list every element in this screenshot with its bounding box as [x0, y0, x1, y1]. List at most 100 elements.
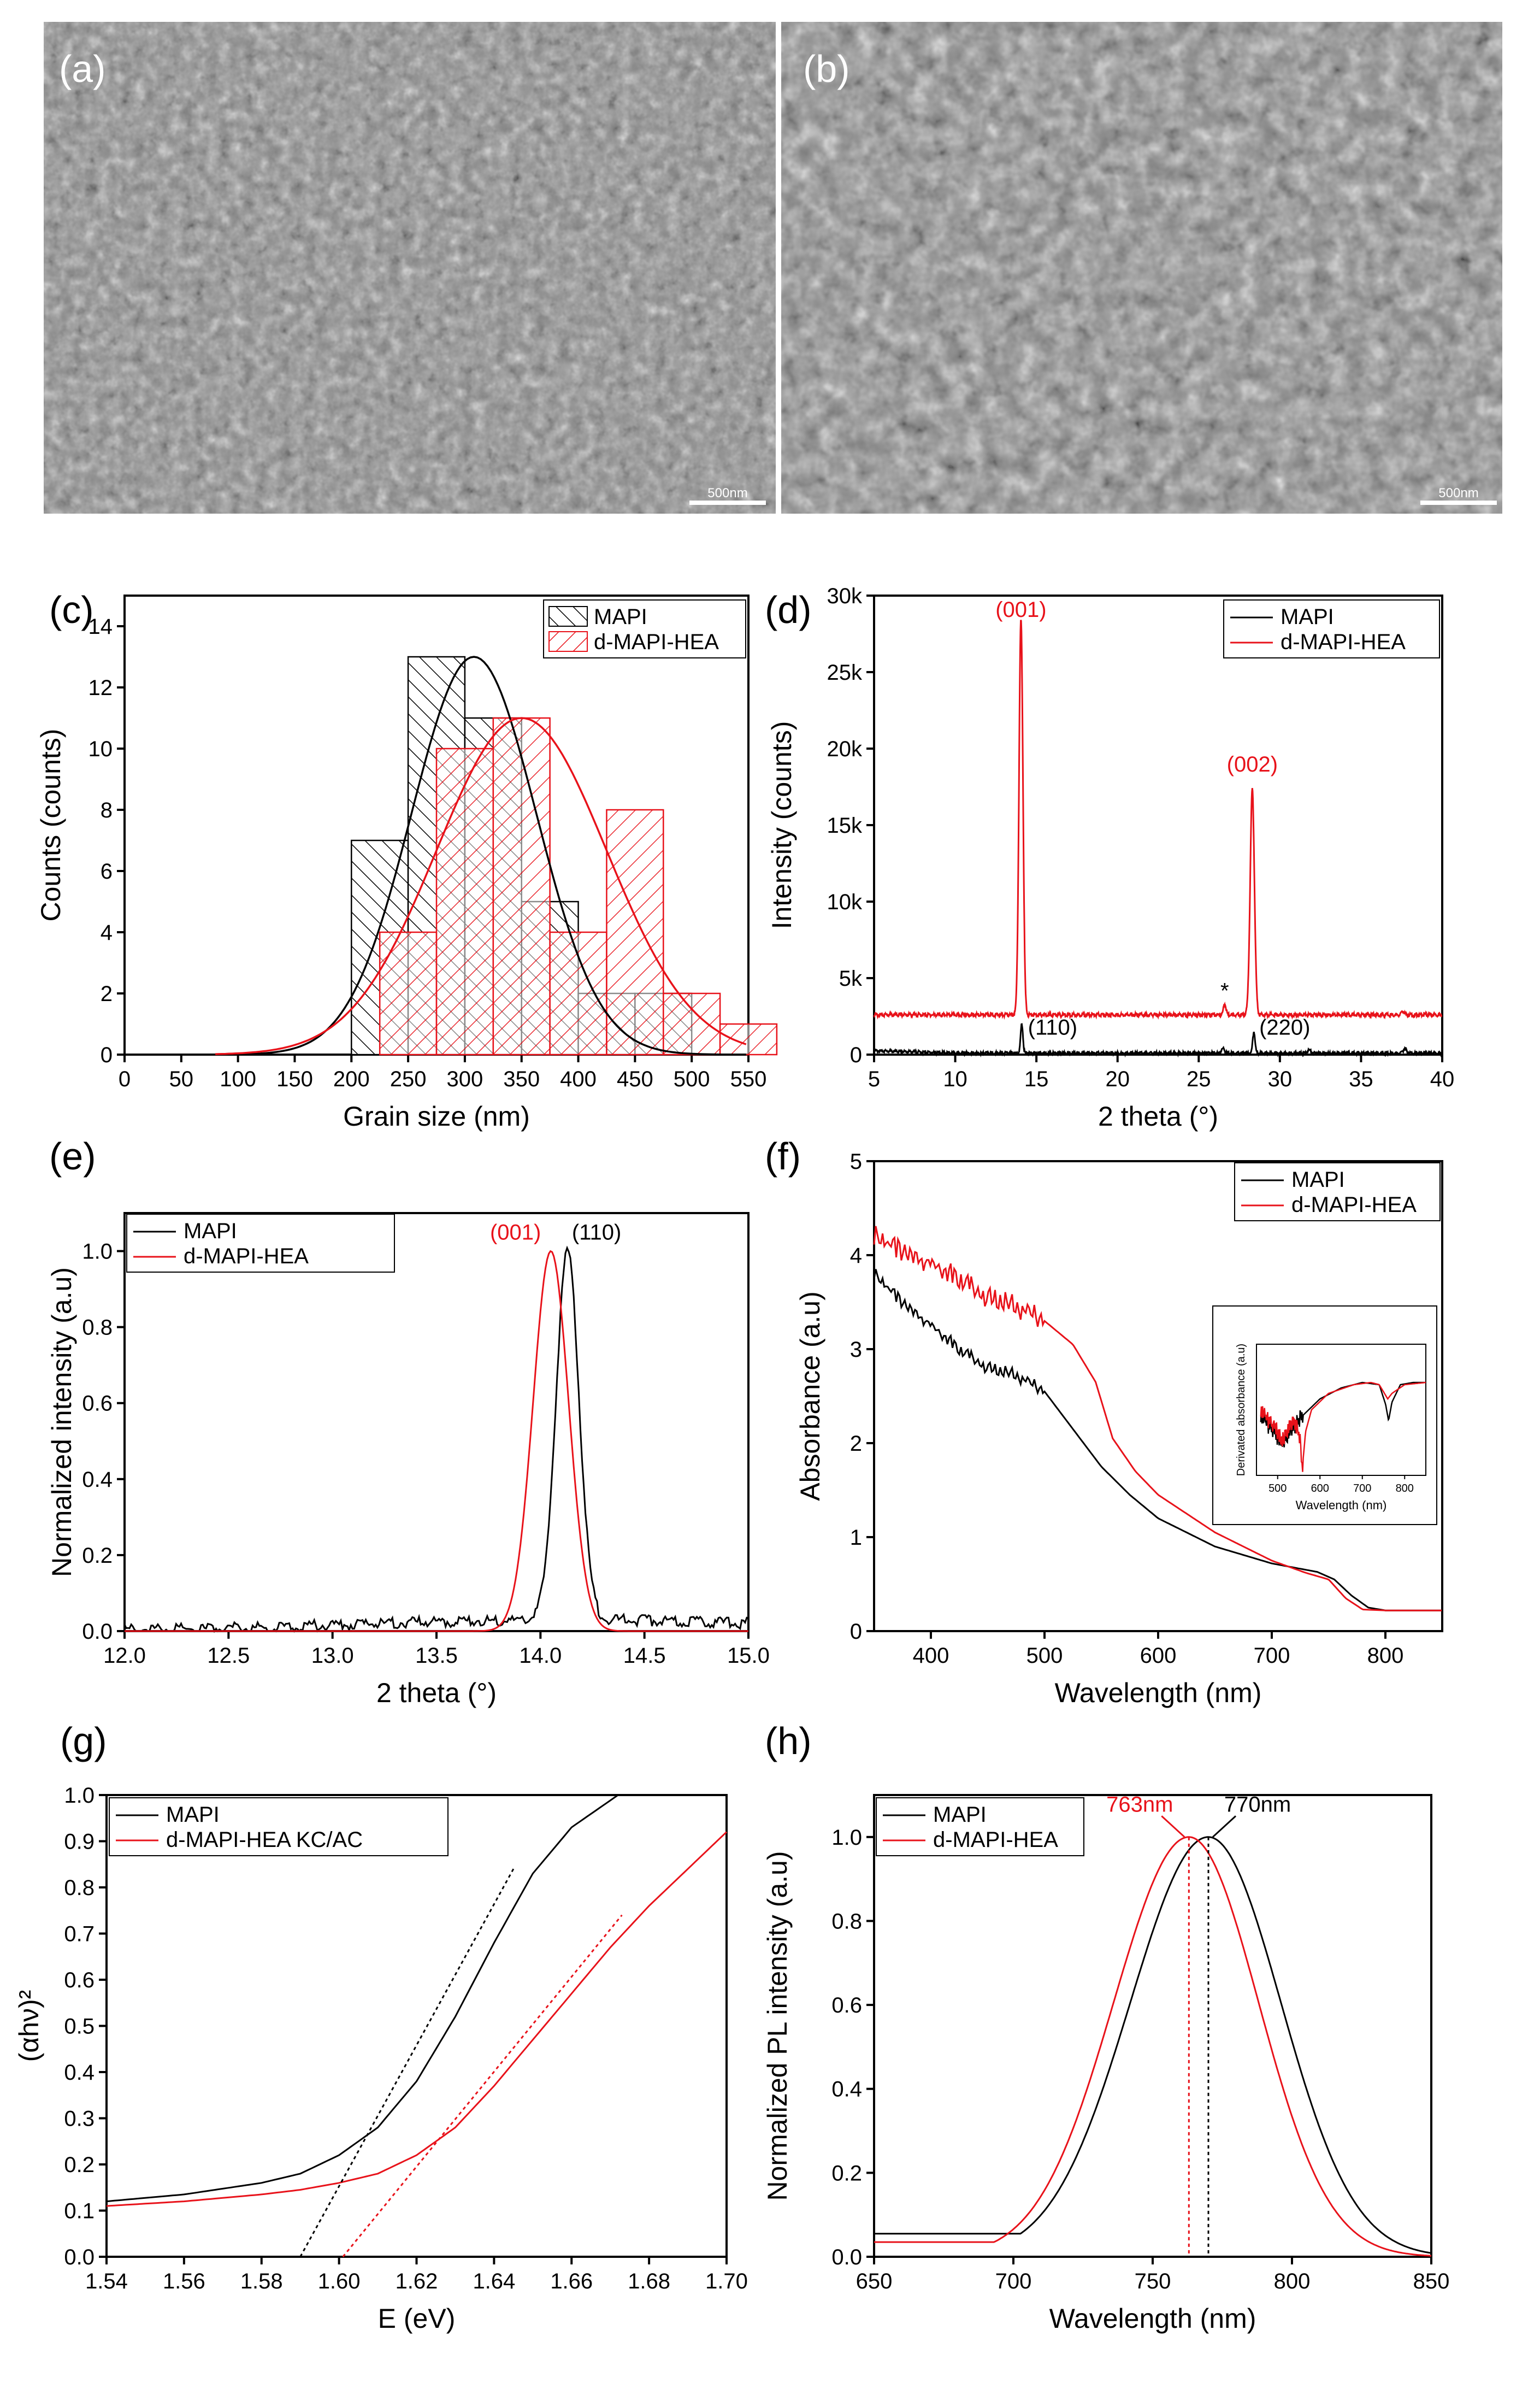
y-tick-label: 20k: [827, 737, 863, 761]
x-tick-label: 15.0: [727, 1644, 770, 1668]
y-tick-label: 0: [101, 1043, 113, 1067]
y-tick-label: 0.6: [64, 1968, 95, 1992]
peak-marker-arrow: [1212, 1815, 1237, 1838]
x-tick-label: 400: [560, 1067, 597, 1091]
histogram-bar-hea: [492, 717, 551, 1056]
x-tick-label: 550: [730, 1067, 767, 1091]
y-axis-label: Counts (counts): [36, 729, 66, 922]
sem-panel-a: (a) 500nm: [44, 22, 776, 514]
y-tick-label: 0.8: [831, 1909, 862, 1933]
x-tick-label: 800: [1274, 2269, 1311, 2293]
y-tick-label: 0.6: [82, 1392, 113, 1416]
peak-marker-arrow: [1161, 1815, 1185, 1838]
legend-label: d-MAPI-HEA: [184, 1244, 309, 1268]
x-tick-label: 350: [503, 1067, 540, 1091]
chart-e: 12.0 12.5 13.0 13.5 14.0 14.5 15.0 0.0 0.2 0.4 0.6…: [46, 1135, 770, 1708]
sem-panel-b: (b) 500nm: [781, 22, 1502, 514]
peak-annotation: *: [1220, 979, 1229, 1003]
y-tick-label: 0.9: [64, 1830, 95, 1854]
y-tick-label: 0.0: [831, 2245, 862, 2269]
y-axis-label: Normalized PL intensity (a.u): [762, 1851, 793, 2200]
chart-panels: 0 50 100 150 200 250 300 350 400 450 500 5500246810…: [14, 584, 1454, 2334]
sem-texture-a: [44, 22, 776, 514]
peak-marker-label: 763nm: [1106, 1793, 1173, 1817]
peak-annotation: (001): [995, 598, 1046, 622]
y-tick-label: 0: [850, 1043, 862, 1067]
legend-box: [876, 1797, 1084, 1856]
x-tick-label: 30: [1268, 1067, 1293, 1091]
legend-box: [1223, 599, 1440, 658]
x-tick-label: 1.54: [85, 2269, 128, 2293]
absorbance-line-mapi: [873, 1269, 1442, 1611]
panel-label-c: (c): [49, 589, 94, 631]
tauc-line-mapi: [106, 1794, 619, 2203]
legend-label: MAPI: [594, 605, 647, 629]
y-tick-label: 0.2: [64, 2153, 95, 2177]
y-tick-label: 0.4: [831, 2078, 862, 2102]
plot-frame: [873, 595, 1443, 1056]
x-tick-label: 25: [1187, 1067, 1211, 1091]
inset-x-tick-label: 500: [1268, 1482, 1287, 1494]
x-tick-label: 500: [674, 1067, 710, 1091]
x-tick-label: 400: [913, 1644, 949, 1668]
x-axis-label: Grain size (nm): [343, 1101, 530, 1132]
panel-label-g: (g): [60, 1720, 107, 1762]
y-tick-label: 5k: [839, 967, 863, 991]
x-tick-label: 750: [1135, 2269, 1171, 2293]
y-tick-label: 0.6: [831, 1993, 862, 2017]
panel-label-h: (h): [765, 1720, 812, 1762]
histogram-bar-hea: [663, 992, 721, 1056]
y-axis-label: Intensity (counts): [766, 721, 797, 929]
y-tick-label: 25k: [827, 661, 863, 685]
y-tick-label: 2: [101, 982, 113, 1006]
peak-annotation: (110): [572, 1221, 621, 1245]
legend-label: MAPI: [184, 1219, 237, 1243]
inset-x-tick-label: 600: [1311, 1482, 1329, 1494]
tangent-line-mapi: [299, 1868, 515, 2257]
y-tick-label: 0.0: [64, 2245, 95, 2269]
x-tick-label: 13.0: [311, 1644, 354, 1668]
peak-marker-label: 770nm: [1224, 1793, 1291, 1817]
x-tick-label: 1.56: [163, 2269, 205, 2293]
x-tick-label: 35: [1349, 1067, 1373, 1091]
absorbance-line-hea: [873, 1226, 1442, 1611]
chart-d: 5 10 15 20 25 30 35 40 0 5k 10k 15k 20k 25k 30k 2 theta…: [765, 584, 1454, 1132]
panel-label-e: (e): [49, 1135, 96, 1178]
y-tick-label: 0.5: [64, 2015, 95, 2039]
norm-line-mapi: [123, 1245, 749, 1633]
histogram-bar-hea: [719, 1023, 778, 1056]
inset-frame: [1212, 1305, 1437, 1525]
inset-x-tick-label: 800: [1396, 1482, 1414, 1494]
scale-bar-a: [689, 501, 766, 505]
fit-curve-hea: [215, 717, 747, 1055]
legend-box: [109, 1797, 449, 1856]
y-tick-label: 0: [850, 1620, 862, 1644]
plot-frame: [105, 1794, 728, 2258]
histogram-bar-hea: [435, 748, 494, 1056]
legend-label: MAPI: [166, 1803, 220, 1827]
legend-label: d-MAPI-HEA: [1291, 1193, 1417, 1217]
y-tick-label: 8: [101, 798, 113, 822]
inset-x-tick-label: 700: [1353, 1482, 1371, 1494]
y-tick-label: 0.2: [82, 1544, 113, 1568]
x-axis-label: Wavelength (nm): [1049, 2303, 1256, 2334]
x-tick-label: 10: [943, 1067, 967, 1091]
peak-annotation: (110): [1028, 1016, 1077, 1040]
y-tick-label: 0.4: [82, 1468, 113, 1492]
x-tick-label: 1.64: [473, 2269, 515, 2293]
y-tick-label: 30k: [827, 584, 863, 608]
plot-frame: [123, 1212, 750, 1632]
y-tick-label: 0.2: [831, 2161, 862, 2185]
peak-annotation: (220): [1259, 1016, 1310, 1040]
x-tick-label: 20: [1105, 1067, 1130, 1091]
panel-label-a: (a): [59, 48, 106, 90]
x-tick-label: 1.68: [628, 2269, 670, 2293]
legend-label: MAPI: [1281, 605, 1334, 629]
inset-axes: [1256, 1344, 1426, 1476]
sem-texture-b: [781, 22, 1502, 514]
x-tick-label: 12.5: [207, 1644, 250, 1668]
inset-y-label: Derivated absorbance (a.u): [1235, 1344, 1247, 1476]
xrd-line-hea: [873, 620, 1443, 1020]
histogram-bar-hea: [379, 931, 438, 1056]
